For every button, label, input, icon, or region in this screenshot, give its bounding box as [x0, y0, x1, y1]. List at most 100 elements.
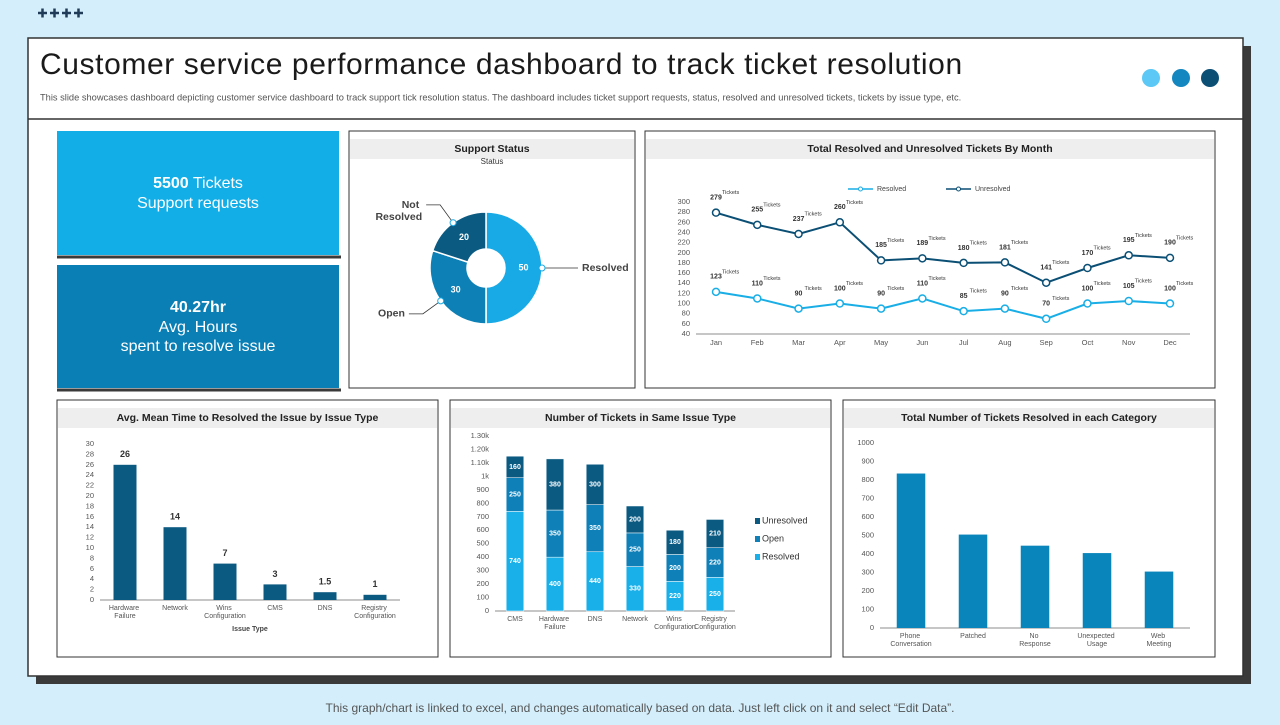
y-tick-label: 1.20k	[471, 444, 490, 453]
y-tick-label: 18	[86, 501, 94, 510]
x-tick-label: Web Meeting	[1147, 633, 1172, 648]
y-tick-label: 700	[476, 512, 489, 521]
bar-segment	[585, 464, 605, 505]
bar	[1144, 571, 1174, 628]
leader-line	[426, 204, 454, 223]
point	[1165, 299, 1175, 308]
value-label: 190	[1164, 240, 1176, 247]
point	[753, 294, 762, 303]
y-tick-label: 500	[861, 530, 874, 539]
point-annotation: Tickets	[1135, 233, 1152, 239]
bar-segment	[545, 458, 565, 511]
y-tick-label: 8	[90, 553, 94, 562]
leader-dot	[437, 297, 445, 305]
segment-label: 250	[629, 547, 641, 554]
bar	[1082, 553, 1112, 628]
y-tick-label: 600	[861, 512, 874, 521]
chart-title: Number of Tickets in Same Issue Type	[545, 412, 736, 424]
segment-label: 250	[709, 591, 721, 598]
legend-swatch	[755, 554, 760, 560]
bar	[213, 563, 237, 600]
legend-label: Unresolved	[975, 186, 1011, 193]
value-label: 110	[752, 280, 763, 287]
point	[1083, 299, 1092, 308]
legend-swatch	[755, 536, 760, 542]
value-label: 185	[875, 242, 887, 249]
segment-label: 160	[509, 464, 521, 471]
point	[1083, 263, 1092, 273]
panel-header	[451, 408, 830, 428]
legend-label: Unresolved	[762, 515, 808, 525]
point	[835, 299, 845, 308]
point-annotation: Tickets	[1176, 235, 1193, 241]
y-tick-label: 6	[90, 564, 94, 573]
leader-dot	[538, 264, 546, 272]
kpi-label: Support requests	[137, 195, 259, 212]
value-label: 123	[710, 274, 722, 281]
bar	[113, 464, 137, 600]
legend-label: Open	[762, 533, 784, 543]
panel-header	[646, 139, 1214, 159]
x-tick-label: Jun	[916, 338, 928, 347]
slice-label: 20	[459, 232, 469, 242]
segment-label: 300	[589, 481, 601, 488]
y-tick-label: 12	[86, 533, 94, 542]
point-annotation: Tickets	[763, 202, 780, 208]
legend-label: Resolved	[877, 186, 906, 193]
point	[794, 229, 803, 239]
subtitle: This slide showcases dashboard depicting…	[40, 92, 961, 102]
point	[753, 220, 762, 230]
segment-label: 220	[709, 559, 721, 566]
point-annotation: Tickets	[846, 281, 863, 287]
value-label: 90	[877, 290, 885, 297]
y-tick-label: 260	[677, 217, 690, 226]
x-tick-label: DNS	[588, 616, 603, 623]
y-tick-label: 100	[677, 299, 690, 308]
category-label: Resolved	[582, 262, 629, 274]
point	[711, 208, 721, 217]
kpi-value: 5500 Tickets	[153, 175, 243, 192]
x-tick-label: Oct	[1082, 338, 1095, 347]
line	[715, 211, 1171, 284]
y-tick-label: 400	[476, 552, 489, 561]
segment-label: 200	[629, 516, 641, 523]
value-label: 141	[1040, 265, 1052, 272]
y-tick-label: 1.10k	[471, 458, 490, 467]
chart-title: Total Resolved and Unresolved Tickets By…	[807, 143, 1052, 155]
chart-title: Total Number of Tickets Resolved in each…	[901, 412, 1157, 424]
x-tick-label: Feb	[751, 338, 764, 347]
y-tick-label: 10	[86, 543, 94, 552]
x-tick-label: Sep	[1040, 338, 1053, 347]
x-tick-label: No Response	[1019, 633, 1051, 648]
segment-label: 350	[549, 530, 561, 537]
x-tick-label: CMS	[507, 616, 523, 623]
value-label: 1	[372, 579, 377, 589]
x-tick-label: Registry Configuration	[694, 616, 736, 631]
value-label: 70	[1042, 301, 1050, 308]
pie-slice	[429, 249, 487, 325]
value-label: 170	[1082, 250, 1094, 257]
segment-label: 180	[669, 539, 681, 546]
y-tick-label: 0	[870, 623, 874, 632]
value-label: 100	[834, 285, 846, 292]
x-tick-label: Mar	[792, 338, 805, 347]
y-tick-label: 240	[677, 227, 690, 236]
x-tick-label: Wins Configuration	[204, 605, 246, 620]
x-tick-label: Nov	[1122, 338, 1136, 347]
y-tick-label: 300	[476, 566, 489, 575]
y-tick-label: 28	[86, 449, 94, 458]
y-tick-label: 140	[677, 278, 690, 287]
panel-header	[844, 408, 1214, 428]
title: Customer service performance dashboard t…	[40, 48, 963, 81]
value-label: 3	[272, 569, 277, 579]
y-tick-label: 4	[90, 574, 94, 583]
category-label: Open	[378, 308, 405, 320]
y-tick-label: 400	[861, 549, 874, 558]
y-tick-label: 900	[476, 485, 489, 494]
point-annotation: Tickets	[1093, 281, 1110, 287]
point-annotation: Tickets	[1093, 245, 1110, 251]
point-annotation: Tickets	[805, 286, 822, 292]
leader-dot	[449, 219, 457, 227]
value-label: 260	[834, 204, 846, 211]
